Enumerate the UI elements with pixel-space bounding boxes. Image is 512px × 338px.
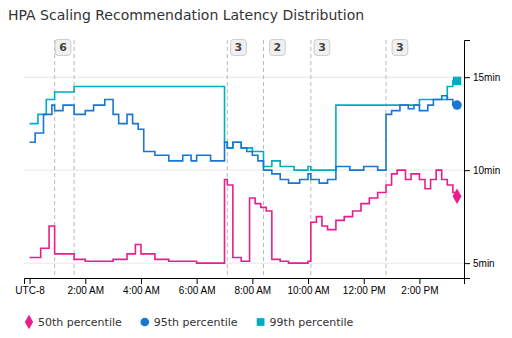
annotation-text: 6 xyxy=(59,41,67,54)
plot: UTC-8 2:00 AM 4:00 AM 6:00 AM 8:00 AM 10:00 A… xyxy=(15,39,500,296)
grid-line xyxy=(24,77,464,78)
x-tick-mark xyxy=(419,278,420,284)
x-tick-mark xyxy=(30,278,31,284)
legend-label: 99th percentile xyxy=(270,316,354,329)
annotation: 2 xyxy=(270,39,286,55)
annotation-box xyxy=(231,39,247,55)
annotation: 3 xyxy=(392,39,408,55)
x-axis: UTC-8 2:00 AM 4:00 AM 6:00 AM 8:00 AM 10:00 A… xyxy=(15,278,464,296)
grid xyxy=(24,77,464,263)
title: HPA Scaling Recommendation Latency Distr… xyxy=(8,7,364,23)
y-tick: 5min xyxy=(464,258,495,269)
x-tick-label: 4:00 AM xyxy=(123,285,160,296)
legend: 50th percentile 95th percentile 99th perce… xyxy=(25,315,354,329)
y-tick-label: 15min xyxy=(473,72,500,83)
end-marker xyxy=(452,100,461,109)
legend-label: 50th percentile xyxy=(38,316,122,329)
annotation-text: 3 xyxy=(235,41,243,54)
x-tick: 8:00 AM xyxy=(235,278,272,296)
x-tick-mark xyxy=(308,278,309,284)
x-tick: 4:00 AM xyxy=(123,278,160,296)
x-tick-label: 8:00 AM xyxy=(235,285,272,296)
annotation-box xyxy=(270,39,286,55)
y-tick: 15min xyxy=(464,72,500,83)
grid-line xyxy=(24,263,464,264)
x-tick-label: 12:00 PM xyxy=(343,285,386,296)
annotation-text: 3 xyxy=(396,41,404,54)
annotation: 3 xyxy=(314,39,330,55)
vline xyxy=(74,40,75,278)
x-tick-mark xyxy=(197,278,198,284)
series-line xyxy=(30,170,457,263)
legend-symbol xyxy=(140,318,149,327)
data xyxy=(30,40,462,278)
legend-label: 95th percentile xyxy=(154,316,238,329)
x-tick-label: UTC-8 xyxy=(15,285,45,296)
vline xyxy=(227,40,228,278)
annotation: 3 xyxy=(231,39,247,55)
x-tick: 10:00 AM xyxy=(287,278,329,296)
y-tick-mark xyxy=(464,263,470,264)
y-tick: 10min xyxy=(464,165,500,176)
series-line xyxy=(30,96,457,183)
y-axis: 5min 10min 15min xyxy=(464,41,500,279)
annotation-box xyxy=(314,39,330,55)
annotation-text: 2 xyxy=(274,41,282,54)
x-tick: 6:00 AM xyxy=(179,278,216,296)
y-tick-mark xyxy=(464,77,470,78)
legend-symbol xyxy=(25,315,33,329)
x-tick-label: 2:00 AM xyxy=(67,285,104,296)
y-axis-line xyxy=(465,41,471,279)
end-marker xyxy=(453,77,461,85)
annotation-text: 3 xyxy=(318,41,326,54)
x-tick-label: 6:00 AM xyxy=(179,285,216,296)
annotation-box xyxy=(392,39,408,55)
x-axis-line xyxy=(25,279,465,285)
y-tick-label: 5min xyxy=(473,258,495,269)
legend-symbol xyxy=(257,318,265,326)
chart: UTC-8 2:00 AM 4:00 AM 6:00 AM 8:00 AM 10:00 A… xyxy=(0,0,512,338)
x-tick-mark xyxy=(141,278,142,284)
annotation: 6 xyxy=(55,39,71,55)
x-tick-mark xyxy=(85,278,86,284)
annotations: 6 3 2 3 3 xyxy=(55,39,408,55)
x-tick: 2:00 AM xyxy=(67,278,104,296)
x-tick-mark xyxy=(252,278,253,284)
y-tick-mark xyxy=(464,170,470,171)
legend-item: 99th percentile xyxy=(257,316,354,329)
series-line xyxy=(30,81,457,170)
x-tick-mark xyxy=(364,278,365,284)
x-tick: 2:00 PM xyxy=(401,278,438,296)
annotation-box xyxy=(55,39,71,55)
x-tick: UTC-8 xyxy=(15,278,45,296)
x-tick: 12:00 PM xyxy=(343,278,386,296)
x-tick-label: 2:00 PM xyxy=(401,285,438,296)
end-marker xyxy=(453,188,462,204)
legend-item: 50th percentile xyxy=(25,315,122,329)
y-tick-label: 10min xyxy=(473,165,500,176)
legend-item: 95th percentile xyxy=(140,316,237,329)
x-tick-label: 10:00 AM xyxy=(287,285,329,296)
